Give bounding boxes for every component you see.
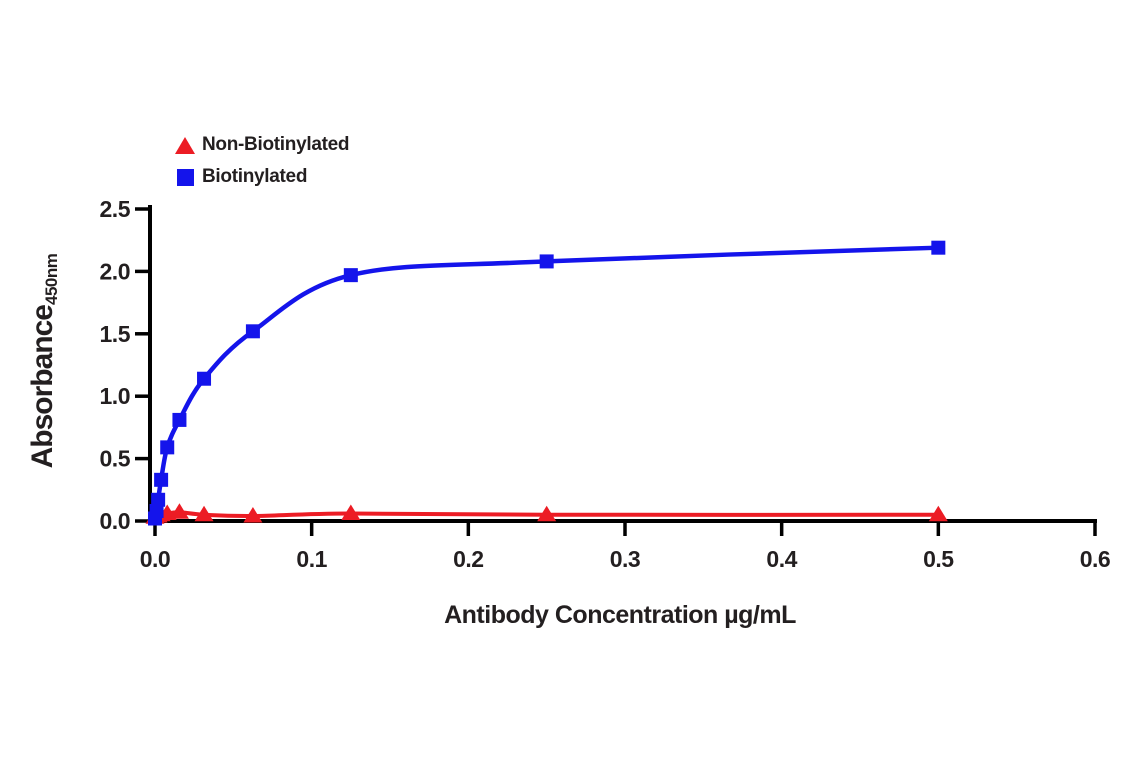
- data-point-square: [151, 492, 166, 507]
- x-tick-label: 0.2: [453, 546, 483, 572]
- data-point-square: [343, 268, 358, 283]
- y-tick-label: 2.5: [100, 196, 131, 222]
- x-tick-label: 0.0: [140, 546, 170, 572]
- data-point-triangle: [194, 505, 214, 522]
- data-point-square: [245, 324, 260, 339]
- data-point-triangle: [169, 503, 189, 519]
- legend-label: Non-Biotinylated: [202, 134, 350, 155]
- data-point-square: [149, 504, 164, 519]
- x-tick-label: 0.5: [923, 546, 954, 572]
- square-marker-icon: [172, 168, 198, 186]
- data-point-square: [172, 412, 187, 427]
- y-tick-label: 0.5: [100, 446, 131, 472]
- x-tick-label: 0.1: [296, 546, 327, 572]
- y-tick-label: 2.0: [100, 258, 130, 284]
- x-tick-label: 0.6: [1080, 546, 1110, 572]
- legend-item-non-biotinylated: Non-Biotinylated: [172, 131, 350, 159]
- y-tick-label: 0.0: [100, 508, 130, 534]
- y-tick-label: 1.5: [100, 321, 131, 347]
- y-axis-title-text: Absorbance: [26, 305, 59, 469]
- y-axis-title-subscript: 450nm: [42, 253, 61, 305]
- x-axis-title: Antibody Concentration µg/mL: [444, 601, 796, 629]
- x-tick-label: 0.4: [766, 546, 797, 572]
- y-tick-label: 1.0: [100, 383, 130, 409]
- data-point-triangle: [341, 504, 361, 521]
- data-point-square: [197, 371, 212, 386]
- data-point-triangle: [928, 505, 948, 522]
- y-axis-title: Absorbance 450nm: [26, 221, 68, 501]
- data-point-square: [160, 440, 175, 455]
- series-biotinylated: [148, 240, 946, 526]
- x-tick-label: 0.3: [610, 546, 640, 572]
- series-biotinylated-line: [152, 245, 941, 521]
- data-point-triangle: [537, 505, 557, 522]
- data-point-square: [539, 254, 554, 269]
- data-point-triangle: [243, 507, 263, 523]
- data-point-square: [154, 472, 169, 487]
- legend-label: Biotinylated: [202, 166, 308, 187]
- legend: Non-Biotinylated Biotinylated: [172, 131, 350, 191]
- data-point-square: [931, 240, 946, 255]
- triangle-marker-icon: [172, 136, 198, 154]
- legend-item-biotinylated: Biotinylated: [172, 163, 349, 191]
